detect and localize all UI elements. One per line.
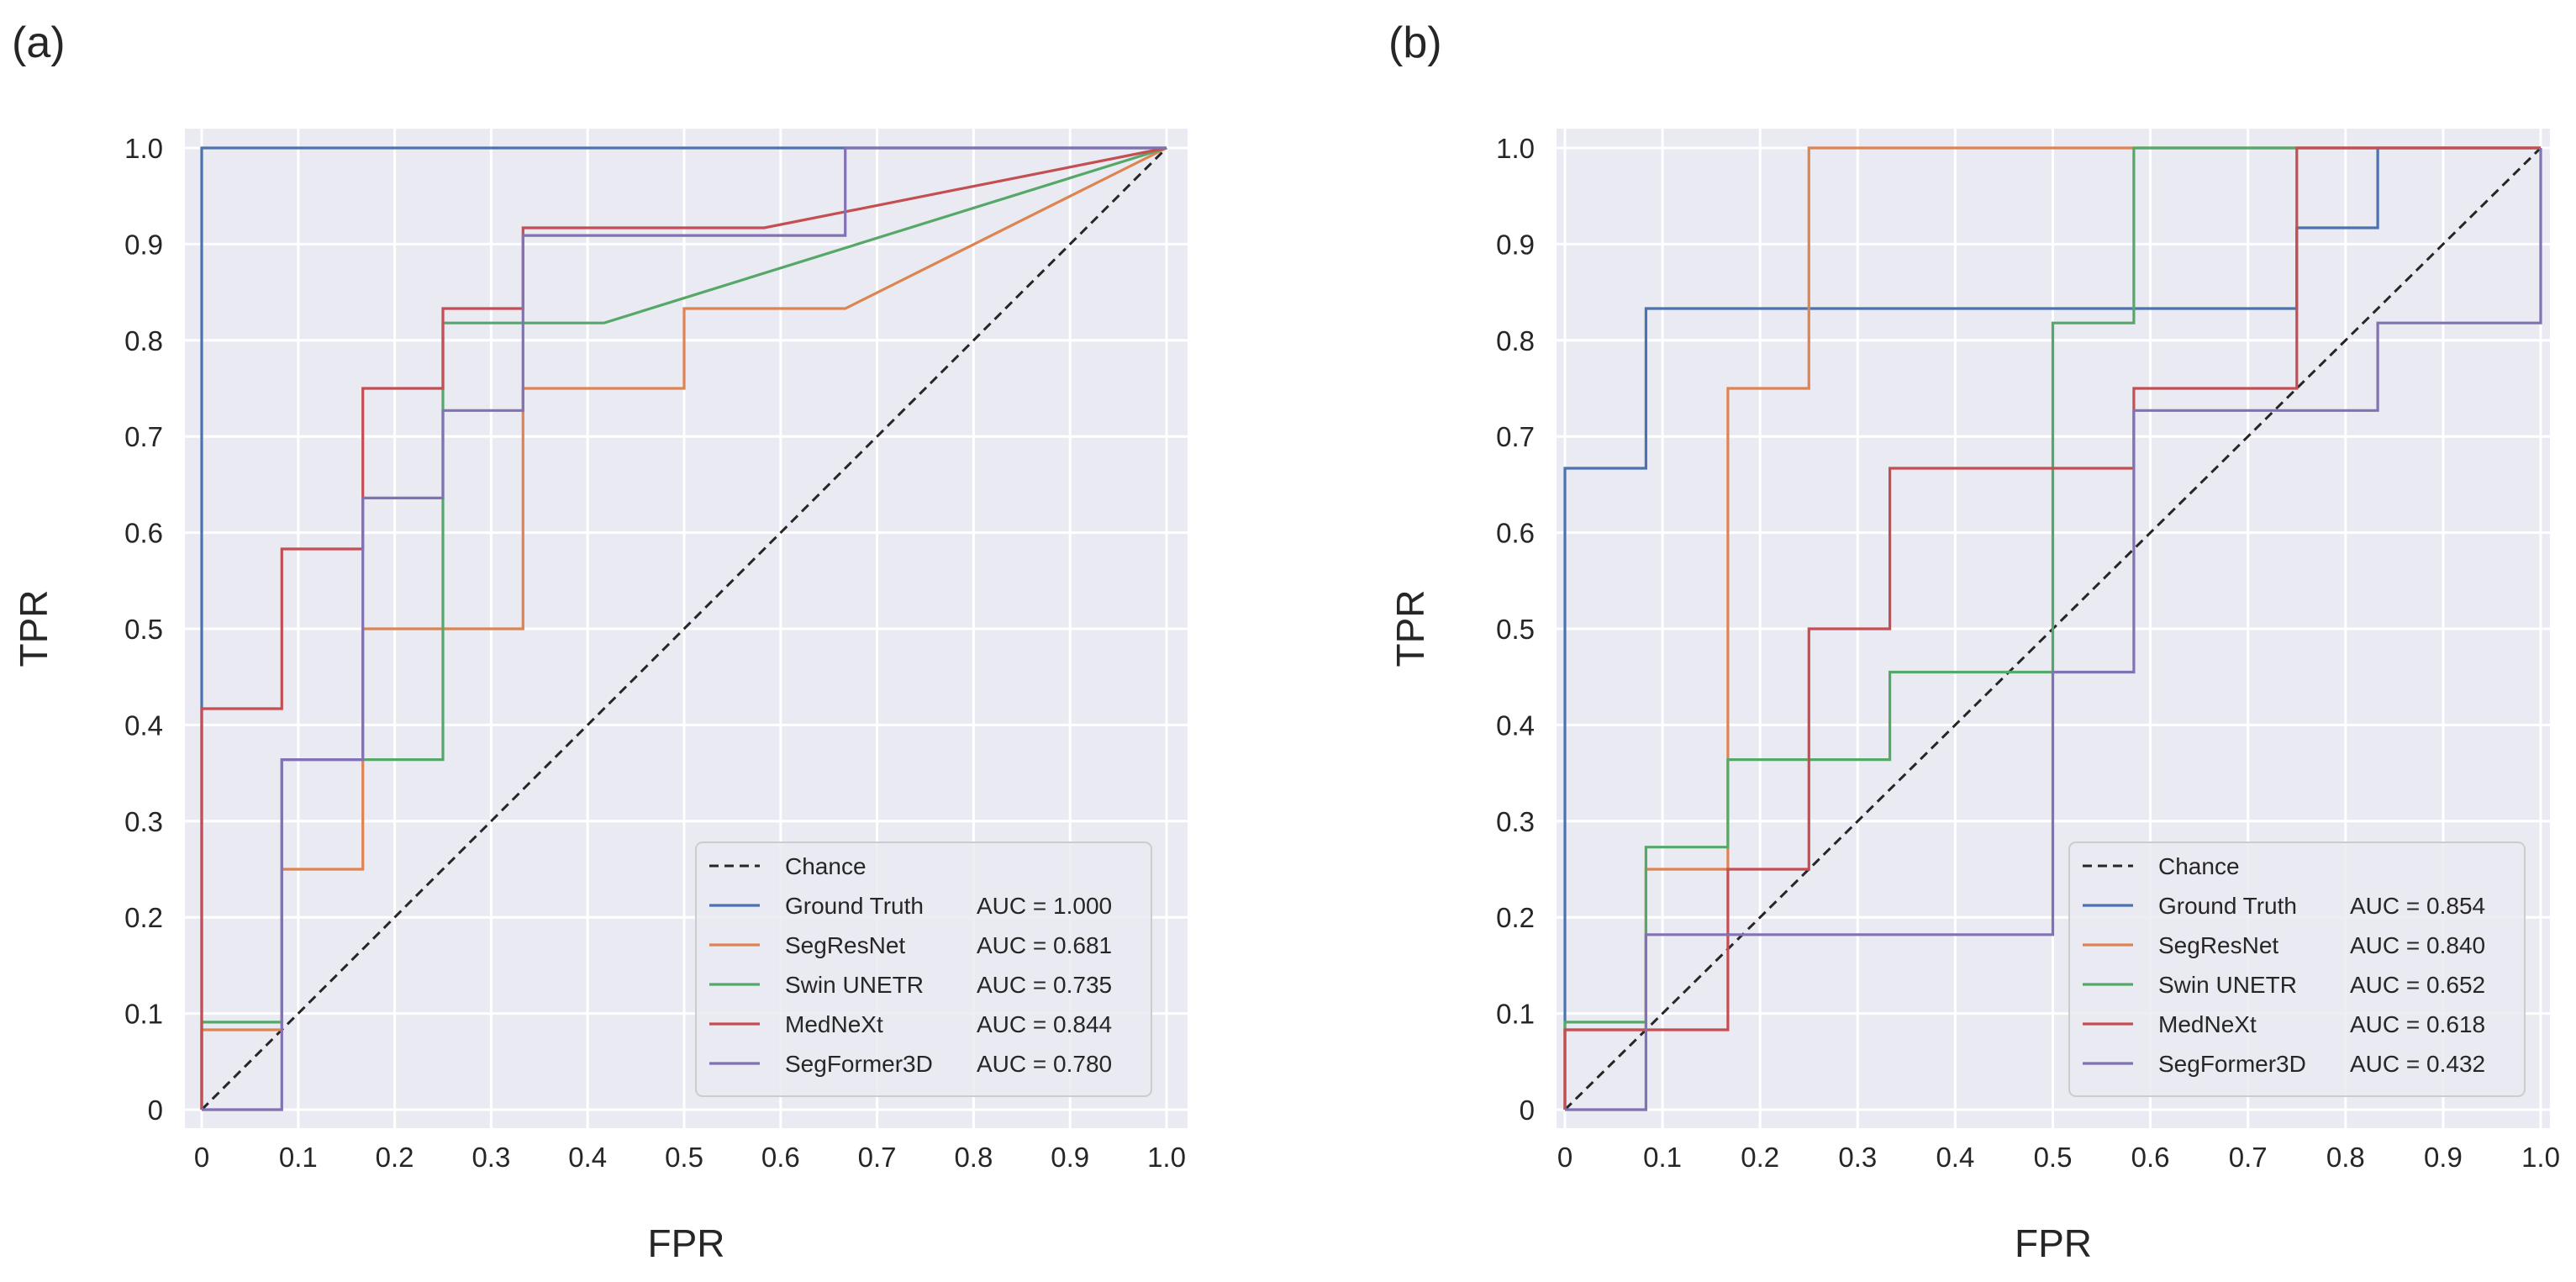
chance-line (200, 146, 1168, 1111)
y-tick-label: 0.1 (124, 999, 163, 1030)
x-tick-label: 0.2 (376, 1142, 414, 1173)
legend-series-label: MedNeXt (785, 1011, 883, 1037)
y-tick-label: 0.7 (1496, 421, 1535, 452)
legend-series-label: SegResNet (785, 932, 905, 958)
y-tick-label: 0.2 (124, 902, 163, 933)
y-tick-label: 0.8 (124, 325, 163, 356)
legend-auc-label: AUC = 0.735 (977, 972, 1112, 998)
x-tick-label: 0.5 (665, 1142, 703, 1173)
legend: Chance Ground Truth AUC = 1.000 SegResNet AU… (695, 841, 1152, 1097)
roc-curve-mednext (1563, 146, 2541, 1110)
y-tick-label: 0.3 (124, 806, 163, 837)
legend-chance-label: Chance (785, 853, 867, 879)
x-tick-label: 0.7 (2229, 1142, 2268, 1173)
x-tick-label: 0.3 (471, 1142, 510, 1173)
y-tick-label: 1.0 (124, 133, 163, 164)
legend-series-label: SegFormer3D (785, 1051, 933, 1077)
x-tick-label: 0.1 (1643, 1142, 1682, 1173)
legend-chance-label: Chance (2158, 853, 2240, 879)
x-tick-label: 0.1 (279, 1142, 318, 1173)
y-tick-label: 0.9 (124, 229, 163, 260)
x-tick-label: 0.4 (568, 1142, 607, 1173)
x-tick-label: 0.9 (2424, 1142, 2463, 1173)
legend-series-label: MedNeXt (2158, 1011, 2257, 1037)
x-axis-label: FPR (648, 1221, 725, 1265)
legend-series-label: Ground Truth (785, 893, 924, 919)
y-tick-label: 0.4 (124, 710, 163, 741)
x-tick-label: 0 (194, 1142, 209, 1173)
x-tick-label: 0.3 (1838, 1142, 1877, 1173)
y-tick-label: 0.3 (1496, 806, 1535, 837)
roc-panel-b: 0 0.1 0.2 0.3 0.4 0.5 0.6 0.7 0.8 0.9 1.0 0 0.1 0.2 0.… (1388, 18, 2560, 1265)
y-tick-label: 0 (148, 1095, 163, 1126)
x-tick-label: 0.7 (858, 1142, 897, 1173)
legend-auc-label: AUC = 0.854 (2350, 893, 2485, 919)
legend-series-label: Ground Truth (2158, 893, 2297, 919)
roc-curve-mednext (200, 146, 1167, 1110)
x-tick-label: 0.5 (2034, 1142, 2073, 1173)
x-axis-label: FPR (2015, 1221, 2092, 1265)
legend-series-label: Swin UNETR (785, 972, 924, 998)
y-tick-label: 0.5 (124, 614, 163, 645)
legend-series-label: SegResNet (2158, 932, 2278, 958)
y-axis-label: TPR (1388, 590, 1432, 667)
legend-auc-label: AUC = 0.780 (977, 1051, 1112, 1077)
legend-auc-label: AUC = 0.681 (977, 932, 1112, 958)
roc-curve-segformer3d (1565, 148, 2542, 1111)
x-tick-label: 0.2 (1741, 1142, 1779, 1173)
panel-label: (b) (1388, 18, 1442, 67)
x-tick-label: 0.8 (954, 1142, 993, 1173)
legend-auc-label: AUC = 0.432 (2350, 1051, 2485, 1077)
y-tick-label: 0.5 (1496, 614, 1535, 645)
x-tick-label: 0.4 (1936, 1142, 1974, 1173)
legend-auc-label: AUC = 0.618 (2350, 1011, 2485, 1037)
x-tick-label: 1.0 (1147, 1142, 1186, 1173)
legend-auc-label: AUC = 0.840 (2350, 932, 2485, 958)
y-tick-label: 0.9 (1496, 229, 1535, 260)
legend-box (695, 841, 1152, 1097)
legend-auc-label: AUC = 0.844 (977, 1011, 1112, 1037)
y-tick-label: 0.6 (124, 518, 163, 549)
y-tick-label: 0.6 (1496, 518, 1535, 549)
legend-auc-label: AUC = 1.000 (977, 893, 1112, 919)
x-tick-label: 0 (1557, 1142, 1572, 1173)
roc-panel-a: 0 0.1 0.2 0.3 0.4 0.5 0.6 0.7 0.8 0.9 1.0 0 0.1 0.2 0.… (12, 18, 1188, 1265)
roc-curve-segformer3d (202, 146, 1167, 1111)
x-tick-label: 0.6 (761, 1142, 800, 1173)
legend: Chance Ground Truth AUC = 0.854 SegResNet AU… (2068, 841, 2526, 1097)
y-tick-label: 0.2 (1496, 902, 1535, 933)
x-tick-label: 0.6 (2131, 1142, 2170, 1173)
y-axis-label: TPR (12, 590, 55, 667)
y-tick-label: 0.7 (124, 421, 163, 452)
x-tick-label: 1.0 (2521, 1142, 2560, 1173)
legend-series-label: SegFormer3D (2158, 1051, 2306, 1077)
x-tick-label: 0.9 (1051, 1142, 1089, 1173)
y-tick-label: 0.1 (1496, 999, 1535, 1030)
y-tick-label: 1.0 (1496, 133, 1535, 164)
y-tick-label: 0 (1520, 1095, 1535, 1126)
panel-label: (a) (12, 18, 66, 67)
x-tick-label: 0.8 (2326, 1142, 2365, 1173)
legend-series-label: Swin UNETR (2158, 972, 2297, 998)
legend-box (2068, 841, 2526, 1097)
legend-auc-label: AUC = 0.652 (2350, 972, 2485, 998)
y-tick-label: 0.4 (1496, 710, 1535, 741)
y-tick-label: 0.8 (1496, 325, 1535, 356)
